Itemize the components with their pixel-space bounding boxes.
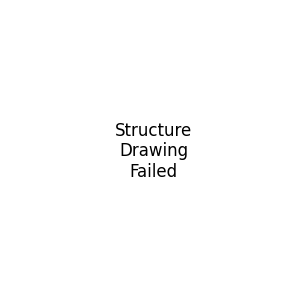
Text: Structure
Drawing
Failed: Structure Drawing Failed	[115, 122, 192, 181]
